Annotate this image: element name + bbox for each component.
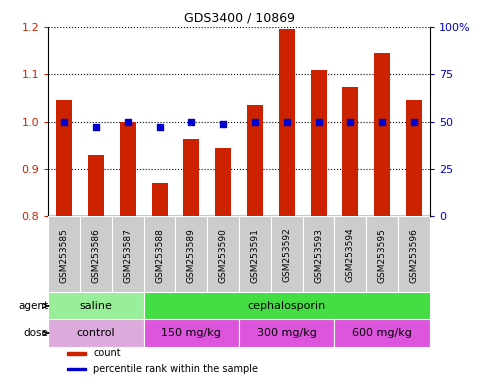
Bar	[56, 100, 72, 216]
Bar	[144, 292, 430, 319]
Point	[219, 121, 227, 127]
Bar	[335, 319, 430, 347]
Text: cephalosporin: cephalosporin	[248, 301, 326, 311]
Bar	[175, 216, 207, 292]
Bar	[48, 319, 144, 347]
Text: GSM253592: GSM253592	[282, 228, 291, 283]
Text: count: count	[93, 348, 121, 358]
Bar	[335, 216, 366, 292]
Text: GSM253591: GSM253591	[251, 228, 259, 283]
Bar	[68, 352, 85, 354]
Bar	[279, 29, 295, 216]
Bar	[152, 183, 168, 216]
Point	[346, 119, 354, 125]
Point	[60, 119, 68, 125]
Text: GSM253589: GSM253589	[187, 228, 196, 283]
Text: GDS3400 / 10869: GDS3400 / 10869	[184, 12, 295, 25]
Bar	[239, 319, 334, 347]
Bar	[366, 216, 398, 292]
Point	[251, 119, 259, 125]
Text: saline: saline	[80, 301, 113, 311]
Bar	[271, 216, 303, 292]
Bar	[406, 100, 422, 216]
Text: GSM253587: GSM253587	[123, 228, 132, 283]
Point	[124, 119, 132, 125]
Point	[187, 119, 195, 125]
Text: GSM253596: GSM253596	[410, 228, 418, 283]
Text: 600 mg/kg: 600 mg/kg	[352, 328, 412, 338]
Text: GSM253593: GSM253593	[314, 228, 323, 283]
Bar	[144, 216, 175, 292]
Bar	[184, 139, 199, 216]
Text: 150 mg/kg: 150 mg/kg	[161, 328, 221, 338]
Point	[156, 124, 163, 130]
Text: dose: dose	[23, 328, 48, 338]
Bar	[303, 216, 335, 292]
Text: GSM253586: GSM253586	[91, 228, 100, 283]
Bar	[88, 155, 104, 216]
Text: control: control	[77, 328, 115, 338]
Text: GSM253588: GSM253588	[155, 228, 164, 283]
Bar	[80, 216, 112, 292]
Text: 300 mg/kg: 300 mg/kg	[257, 328, 317, 338]
Bar	[247, 105, 263, 216]
Bar	[144, 319, 239, 347]
Bar	[207, 216, 239, 292]
Text: percentile rank within the sample: percentile rank within the sample	[93, 364, 258, 374]
Bar	[311, 70, 327, 216]
Bar	[48, 216, 80, 292]
Bar	[239, 216, 271, 292]
Text: GSM253594: GSM253594	[346, 228, 355, 283]
Text: GSM253595: GSM253595	[378, 228, 387, 283]
Bar	[68, 368, 85, 370]
Bar	[215, 148, 231, 216]
Bar	[120, 122, 136, 216]
Text: GSM253590: GSM253590	[219, 228, 227, 283]
Bar	[342, 87, 358, 216]
Point	[410, 119, 418, 125]
Point	[283, 119, 291, 125]
Bar	[374, 53, 390, 216]
Text: agent: agent	[18, 301, 48, 311]
Bar	[48, 292, 144, 319]
Point	[378, 119, 386, 125]
Point	[92, 124, 100, 130]
Bar	[112, 216, 144, 292]
Point	[315, 119, 323, 125]
Text: GSM253585: GSM253585	[60, 228, 69, 283]
Bar	[398, 216, 430, 292]
